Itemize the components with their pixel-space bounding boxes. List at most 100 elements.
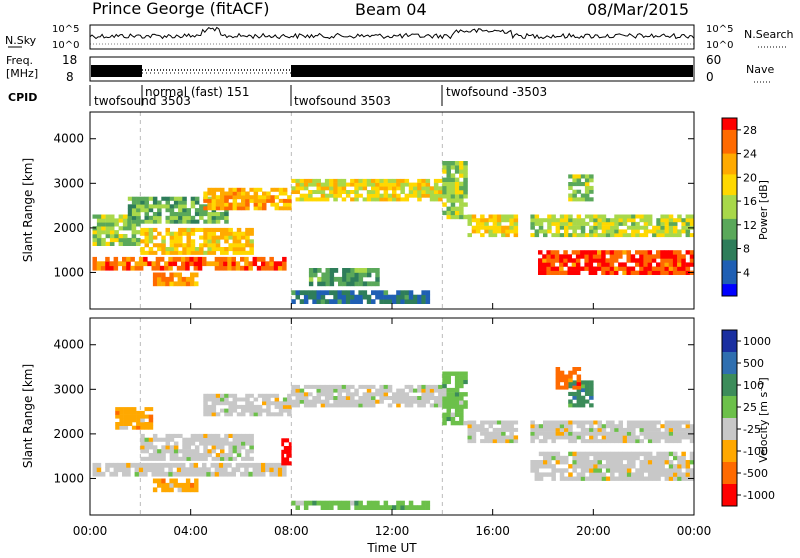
power-cell [530, 233, 535, 238]
power-cell [358, 186, 363, 191]
power-ytick-label: 4000 [53, 132, 84, 146]
power-cell [308, 268, 314, 273]
velocity-cell [417, 396, 422, 400]
velocity-cell [463, 375, 468, 380]
velocity-cell [656, 435, 661, 440]
power-cell [101, 222, 106, 227]
velocity-cell [639, 420, 644, 425]
power-cell [152, 196, 158, 201]
power-cell [438, 190, 443, 194]
power-cell [312, 294, 317, 300]
velocity-cell [358, 500, 363, 506]
velocity-cell [551, 420, 556, 425]
velocity-cell [215, 456, 221, 461]
velocity-cell [551, 424, 556, 429]
velocity-cell [206, 471, 211, 477]
power-cell [408, 182, 414, 187]
power-cell [438, 186, 443, 191]
power-cell [601, 270, 606, 275]
power-cell [333, 276, 339, 282]
velocity-cell [165, 437, 170, 442]
power-cell [664, 225, 670, 230]
power-cell [379, 299, 384, 304]
power-cell [173, 247, 179, 252]
velocity-cell [189, 467, 194, 473]
power-cell [584, 254, 589, 259]
velocity-cell [211, 449, 217, 454]
power-cell [224, 247, 229, 252]
power-cell [668, 250, 674, 255]
power-colorbar-swatch [722, 150, 737, 154]
velocity-cell [631, 431, 636, 436]
power-cell [467, 233, 472, 238]
velocity-cell [232, 393, 238, 398]
power-cell [182, 243, 187, 248]
velocity-cell [572, 420, 577, 425]
velocity-cell [668, 439, 674, 444]
velocity-cell [673, 464, 678, 469]
power-colorbar-swatch [722, 236, 737, 241]
velocity-cell [287, 408, 292, 413]
velocity-cell [538, 464, 544, 469]
velocity-cell [215, 437, 221, 442]
velocity-cell [379, 505, 384, 510]
velocity-cell [320, 388, 326, 393]
velocity-cell [136, 425, 141, 430]
power-cell [92, 261, 97, 267]
power-colorbar-swatch [722, 153, 737, 157]
velocity-cell [408, 396, 414, 400]
power-cell [463, 214, 468, 220]
velocity-cell [287, 393, 292, 398]
velocity-cell [288, 461, 292, 466]
velocity-cell [580, 476, 586, 481]
power-cell [567, 266, 572, 271]
power-cell [325, 272, 330, 278]
velocity-cell [122, 467, 127, 473]
power-cell [122, 218, 128, 223]
power-cell [538, 258, 543, 263]
velocity-cell [442, 416, 447, 422]
velocity-cell [534, 460, 540, 465]
power-cell [475, 225, 481, 230]
velocity-cell [286, 461, 290, 466]
power-cell [584, 193, 590, 198]
velocity-cell [345, 399, 351, 404]
velocity-cell [433, 403, 439, 408]
power-cell [454, 198, 460, 203]
power-cell [501, 233, 506, 238]
velocity-cell [652, 476, 657, 481]
velocity-cell [559, 420, 565, 425]
velocity-cell [173, 453, 179, 458]
power-cell [203, 243, 208, 248]
power-cell [152, 227, 158, 232]
velocity-cell [383, 388, 389, 393]
power-cell [266, 191, 271, 196]
velocity-cell [454, 392, 460, 397]
power-cell [186, 208, 191, 213]
power-cell [413, 294, 418, 300]
power-cell [224, 235, 229, 240]
velocity-cell [459, 396, 464, 401]
velocity-cell [189, 471, 194, 477]
velocity-cell [396, 505, 401, 510]
velocity-cell [555, 451, 561, 457]
velocity-cell [417, 505, 422, 510]
velocity-cell [220, 441, 225, 446]
power-cell [354, 294, 359, 300]
power-cell [685, 250, 691, 255]
power-cell [413, 299, 418, 304]
velocity-cell [593, 468, 598, 473]
power-cell [127, 212, 133, 217]
velocity-cell [597, 420, 602, 425]
velocity-cell [467, 439, 472, 444]
velocity-cell [589, 431, 594, 436]
velocity-cell [626, 455, 632, 461]
power-cell [249, 250, 254, 255]
velocity-cell [228, 453, 233, 458]
power-cell [228, 243, 233, 248]
power-cell [580, 266, 585, 271]
velocity-cell [96, 471, 102, 477]
power-cell [685, 233, 691, 238]
power-cell [652, 225, 657, 230]
